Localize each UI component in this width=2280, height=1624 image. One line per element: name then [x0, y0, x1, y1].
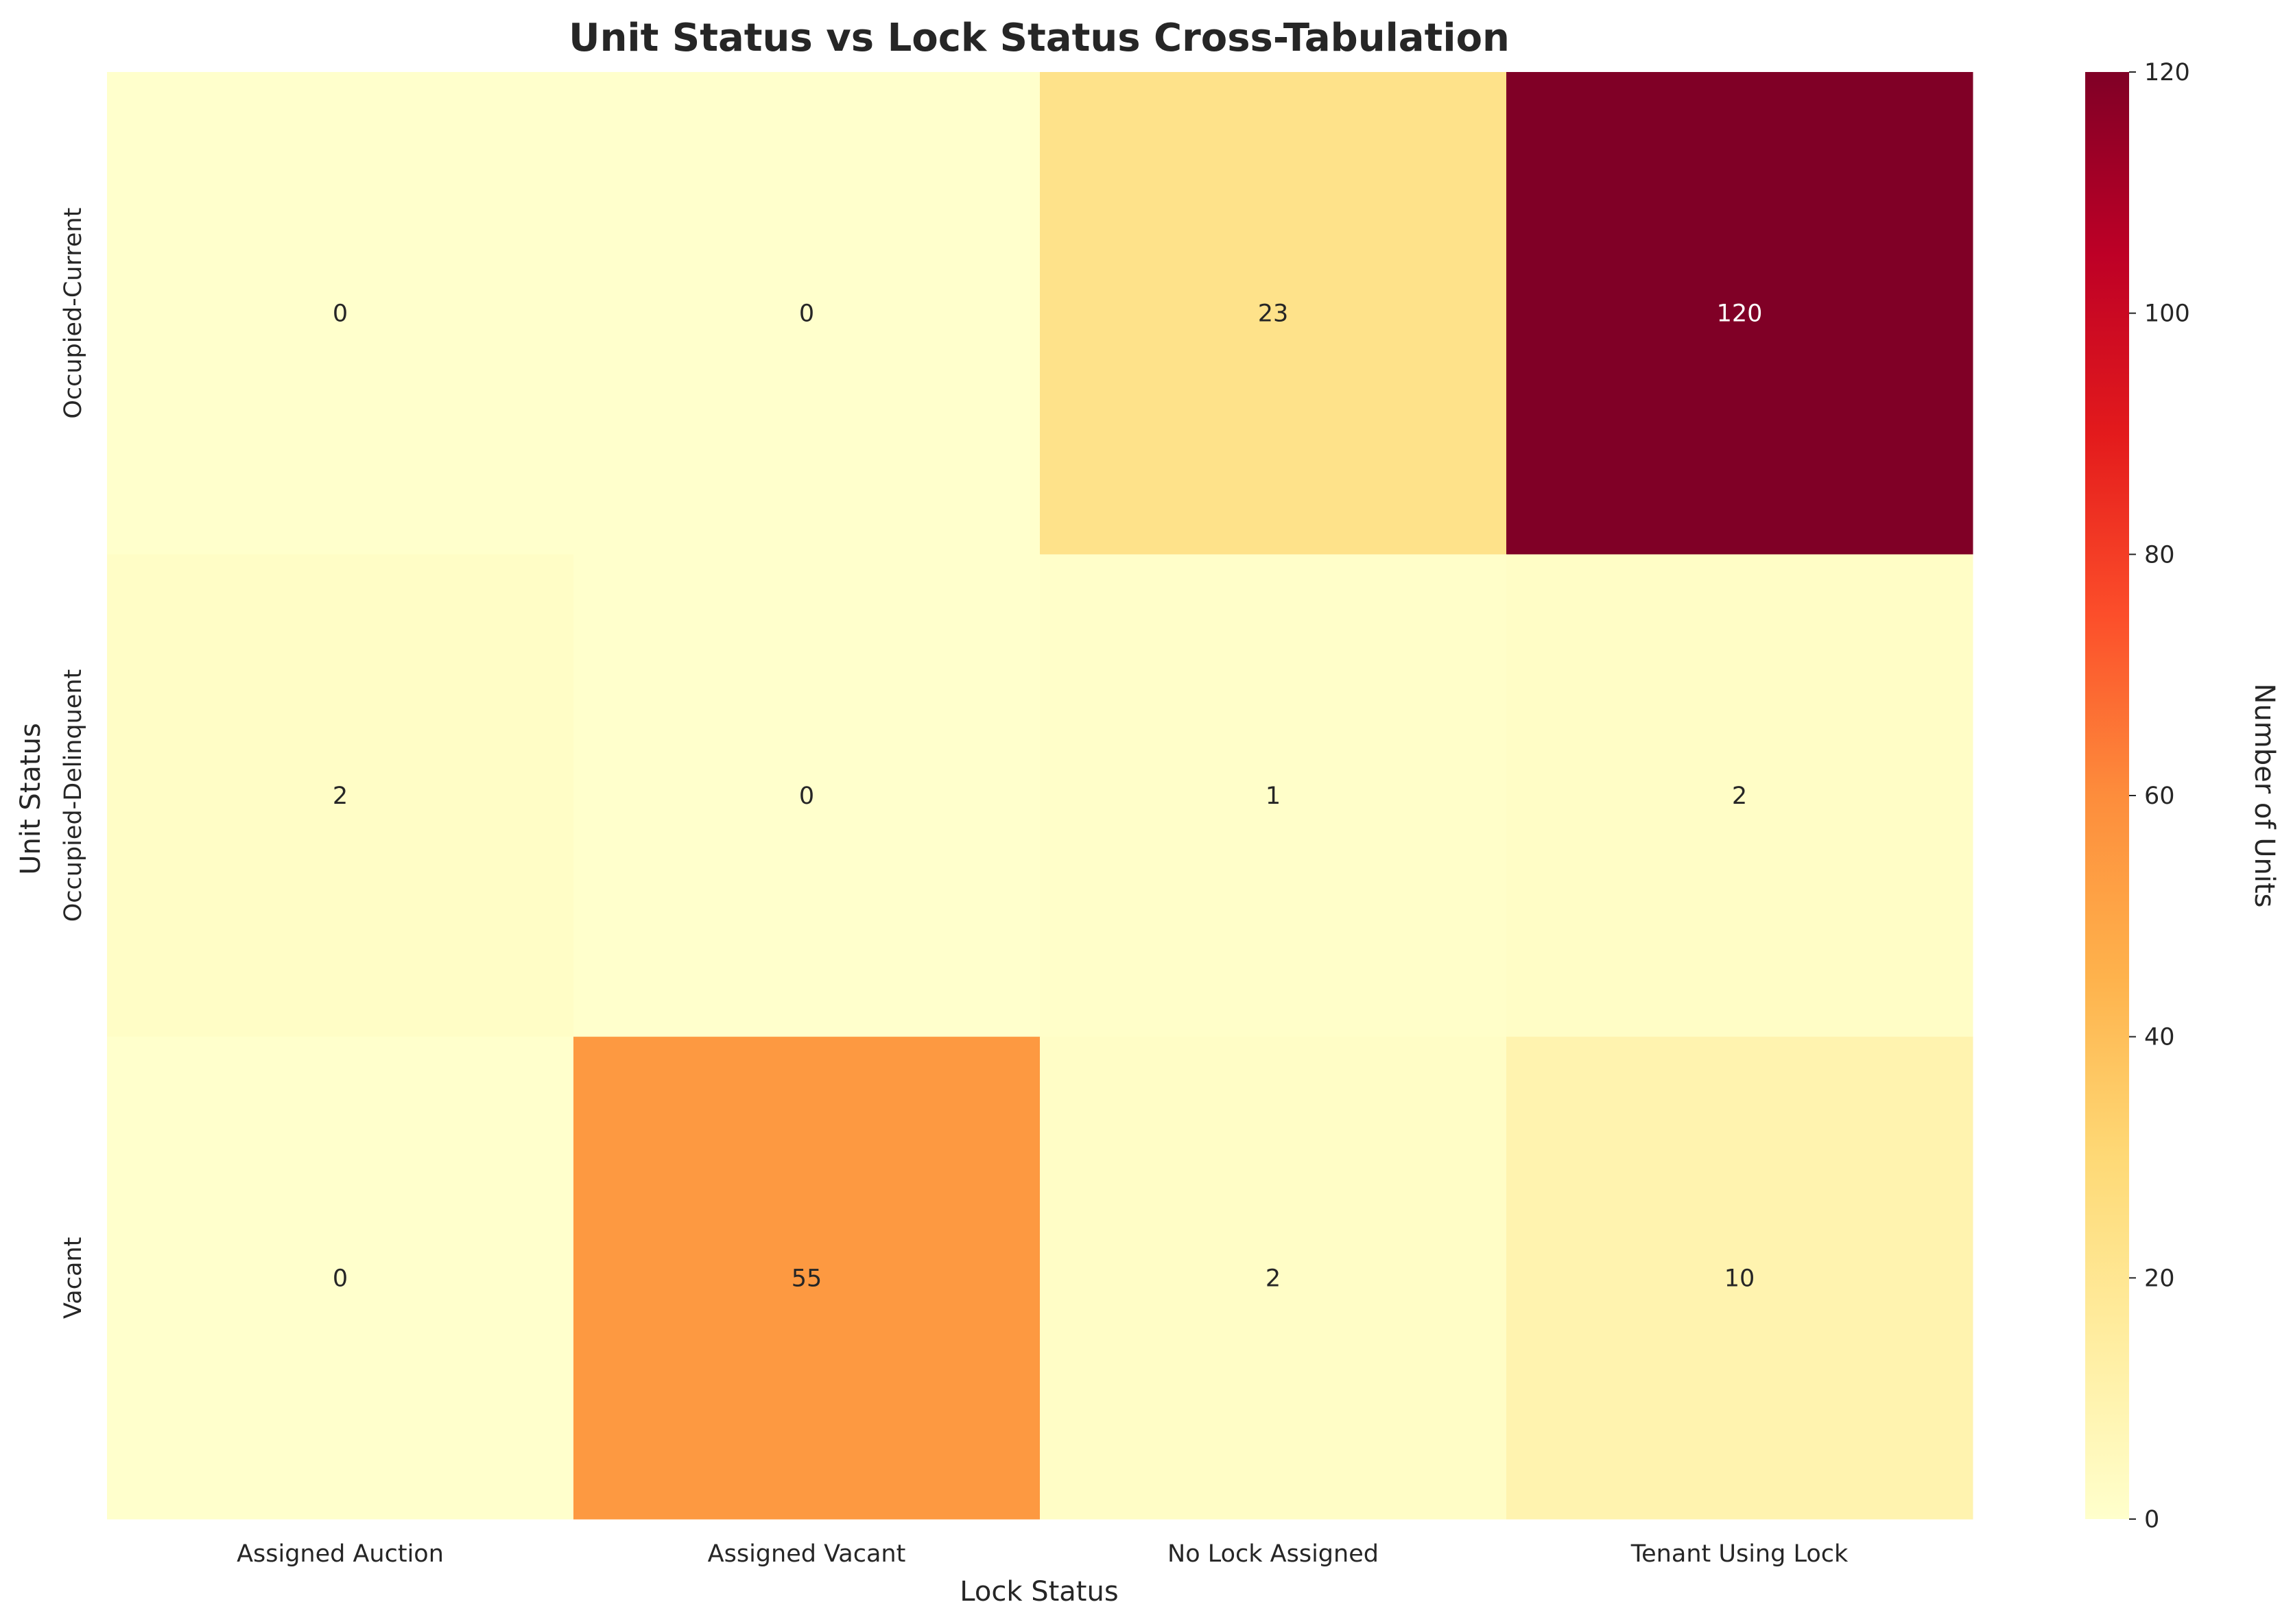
heatmap-cell [1040, 72, 1507, 555]
y-axis-label: Unit Status [15, 723, 47, 875]
heatmap-cell [1040, 1036, 1507, 1520]
x-tick-label: Assigned Auction [237, 1540, 444, 1568]
cell-value-label: 1 [1266, 783, 1281, 810]
heatmap-cell [107, 554, 574, 1038]
heatmap-cell [107, 72, 574, 555]
heatmap-cell [1506, 72, 1973, 555]
heatmap-cell [1506, 1036, 1973, 1520]
colorbar-label: Number of Units [2248, 684, 2280, 908]
cell-value-label: 0 [799, 783, 814, 810]
x-axis-tick-labels: Assigned Auction Assigned Vacant No Lock A… [237, 1540, 1849, 1568]
cell-value-label: 0 [333, 300, 348, 328]
x-tick-label: No Lock Assigned [1167, 1540, 1379, 1568]
cell-value-label: 2 [333, 783, 348, 810]
heatmap-cell [573, 72, 1041, 555]
colorbar-tick-label: 20 [2144, 1265, 2175, 1292]
cell-value-label: 23 [1258, 300, 1289, 328]
y-tick-label: Occupied-Current [60, 208, 87, 419]
colorbar-tick-label: 0 [2144, 1506, 2159, 1533]
colorbar-tick-label: 120 [2144, 59, 2190, 86]
cell-value-label: 55 [792, 1265, 822, 1292]
cell-value-label: 10 [1724, 1265, 1755, 1292]
heatmap-cell [573, 1036, 1041, 1520]
cell-value-label: 0 [333, 1265, 348, 1292]
cell-value-label: 2 [1732, 783, 1747, 810]
colorbar [2085, 72, 2129, 1519]
chart-title: Unit Status vs Lock Status Cross-Tabulat… [569, 16, 1510, 60]
heatmap-cell [107, 1036, 574, 1520]
x-tick-label: Assigned Vacant [708, 1540, 906, 1568]
heatmap-cell [1506, 554, 1973, 1038]
y-axis-tick-labels: Occupied-Current Occupied-Delinquent Vacan… [60, 208, 87, 1319]
heatmap-cell [1040, 554, 1507, 1038]
y-tick-label: Vacant [60, 1237, 87, 1319]
x-tick-label: Tenant Using Lock [1630, 1540, 1849, 1568]
cell-value-label: 120 [1717, 300, 1763, 328]
y-tick-label: Occupied-Delinquent [60, 669, 87, 922]
heatmap-cell [573, 554, 1041, 1038]
x-axis-label: Lock Status [960, 1576, 1118, 1608]
colorbar-tick-label: 60 [2144, 783, 2175, 810]
colorbar-ticks: 0 20 40 60 80 100 120 [2129, 59, 2190, 1533]
cell-value-label: 0 [799, 300, 814, 328]
cell-value-label: 2 [1266, 1265, 1281, 1292]
heatmap-cells [107, 72, 1973, 1520]
colorbar-tick-label: 100 [2144, 300, 2190, 328]
colorbar-tick-label: 40 [2144, 1024, 2175, 1051]
colorbar-tick-label: 80 [2144, 541, 2175, 569]
